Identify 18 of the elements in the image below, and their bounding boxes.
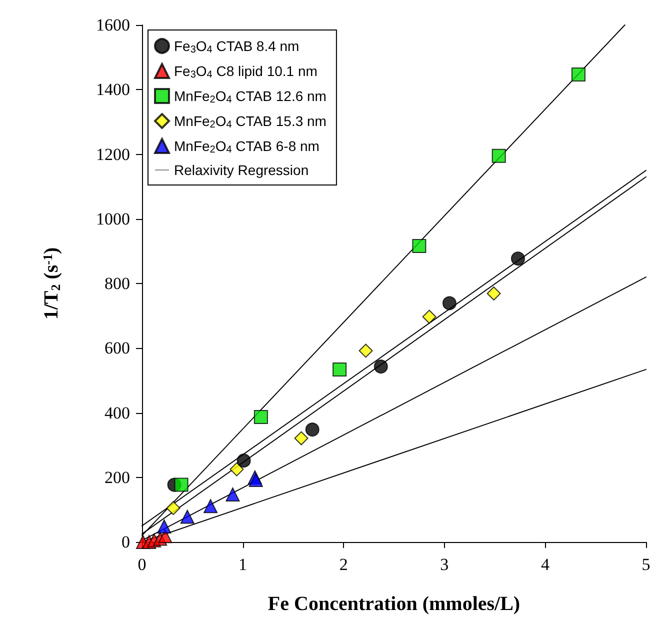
x-tick-label: 4 [540, 555, 550, 574]
x-tick-label: 2 [339, 555, 348, 574]
y-tick-label: 1400 [96, 80, 130, 100]
x-tick-label: 3 [440, 555, 449, 574]
y-tick-label: 200 [104, 468, 130, 487]
y-tick-label: 0 [122, 532, 130, 552]
y-tick-label: 1600 [96, 16, 130, 34]
legend-label: Relaxivity Regression [174, 162, 309, 178]
x-tick-label: 0 [138, 555, 146, 574]
x-tick-label: 1 [238, 555, 248, 574]
y-tick-label: 1000 [96, 209, 130, 228]
y-tick-label: 1200 [96, 144, 130, 164]
y-tick-label: 800 [104, 274, 130, 293]
y-tick-label: 400 [104, 403, 130, 422]
y-tick-label: 600 [104, 338, 130, 358]
y-axis-title: 1/T2 (s-1) [40, 247, 63, 320]
x-axis-title: Fe Concentration (mmoles/L) [268, 593, 520, 615]
x-tick-label: 5 [642, 555, 650, 574]
